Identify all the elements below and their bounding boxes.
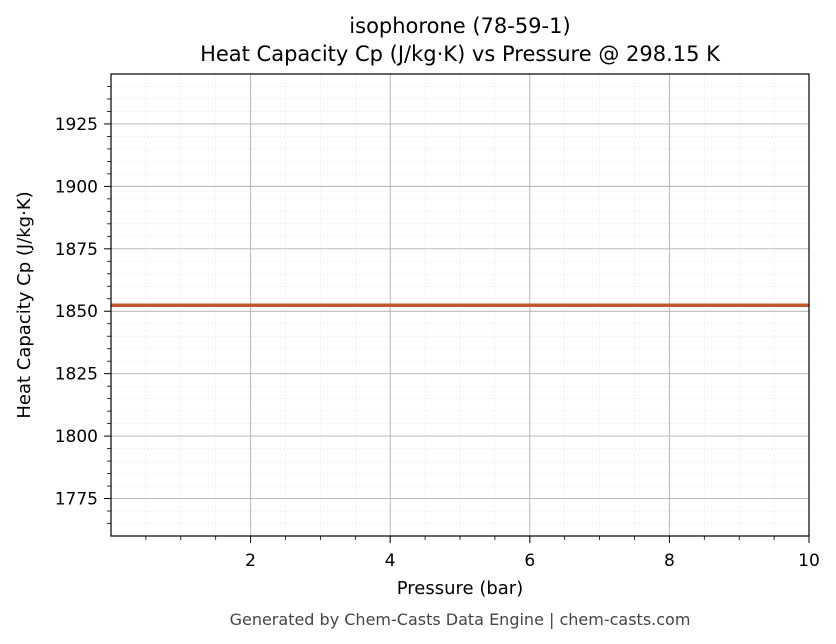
x-tick-labels: 2 4 6 8 10	[245, 551, 820, 571]
x-axis-label: Pressure (bar)	[397, 578, 523, 599]
y-tick-label: 1850	[55, 302, 98, 322]
y-tick-label: 1900	[55, 177, 98, 197]
y-tick-label: 1825	[55, 365, 98, 385]
chart-subtitle: Heat Capacity Cp (J/kg·K) vs Pressure @ …	[200, 42, 721, 66]
y-tick-label: 1925	[55, 115, 98, 135]
chart-title: isophorone (78-59-1)	[349, 14, 570, 38]
y-tick-labels: 1775 1800 1825 1850 1875 1900 1925	[55, 115, 98, 510]
y-tick-label: 1800	[55, 427, 98, 447]
footer-credit: Generated by Chem-Casts Data Engine | ch…	[230, 610, 691, 629]
x-tick-label: 10	[798, 551, 820, 571]
minor-grid	[111, 74, 809, 536]
x-tick-label: 6	[524, 551, 535, 571]
y-axis-label: Heat Capacity Cp (J/kg·K)	[14, 191, 35, 418]
major-grid	[111, 74, 810, 536]
x-tick-label: 2	[245, 551, 256, 571]
y-tick-label: 1875	[55, 240, 98, 260]
x-tick-label: 4	[385, 551, 396, 571]
x-tick-label: 8	[664, 551, 675, 571]
y-tick-label: 1775	[55, 490, 98, 510]
tick-marks	[104, 86, 810, 543]
